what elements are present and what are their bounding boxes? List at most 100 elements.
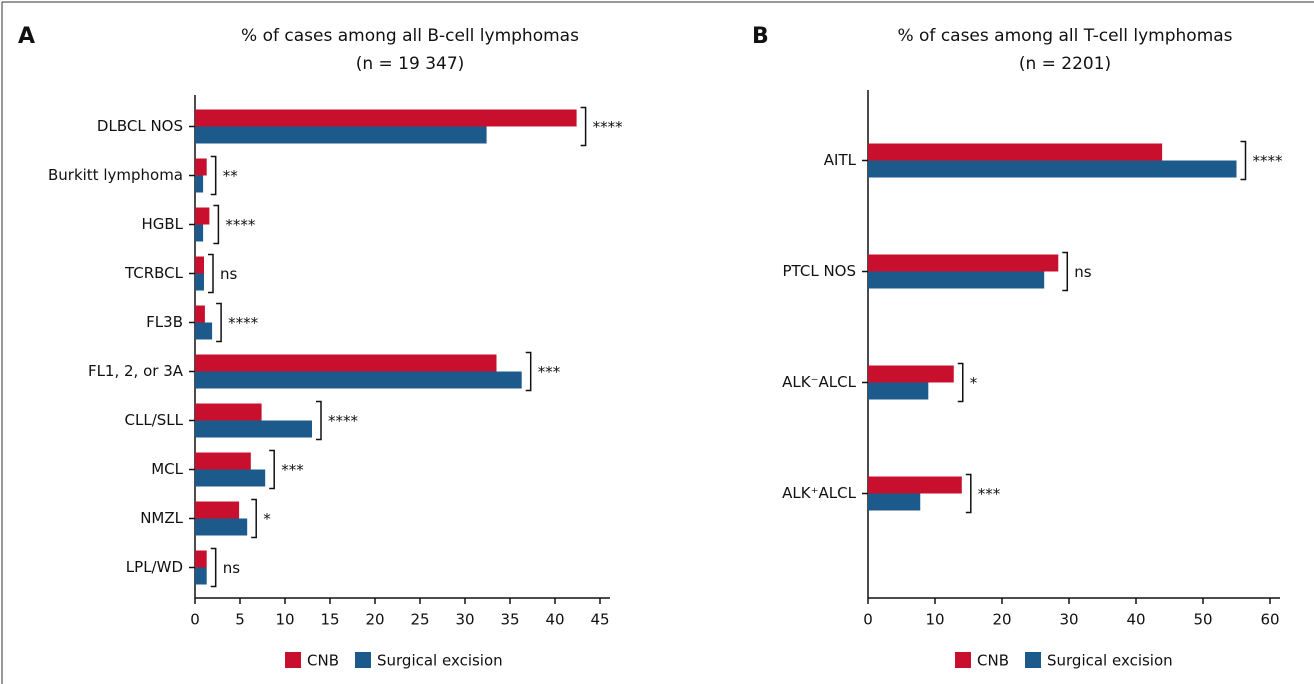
x-tick-label: 40 (545, 611, 564, 629)
legend-swatch (955, 652, 971, 668)
bar (195, 469, 266, 487)
significance-bracket (210, 547, 217, 588)
y-tick-label: FL1, 2, or 3A (88, 362, 184, 380)
significance-label: **** (593, 118, 624, 136)
significance-label: **** (328, 412, 359, 430)
chart-title: % of cases among all B-cell lymphomas (241, 26, 579, 46)
x-tick-label: 30 (1059, 611, 1078, 629)
bar (868, 476, 962, 494)
bar (195, 518, 248, 536)
significance-bracket (1062, 251, 1069, 292)
significance-label: **** (1253, 152, 1284, 170)
y-tick-label: HGBL (141, 215, 183, 233)
x-tick-label: 40 (1126, 611, 1145, 629)
significance-bracket (316, 400, 322, 441)
legend-swatch (355, 652, 371, 668)
significance-bracket (1240, 140, 1247, 181)
bar (195, 371, 522, 389)
x-tick-label: 0 (190, 611, 200, 629)
significance-bracket (957, 362, 964, 403)
significance-bracket (251, 498, 257, 539)
y-tick-label: CLL/SLL (125, 411, 184, 429)
x-tick-label: 15 (320, 611, 339, 629)
x-tick-label: 50 (1193, 611, 1212, 629)
significance-label: *** (538, 363, 561, 381)
x-tick-label: 0 (863, 611, 873, 629)
x-tick-label: 10 (275, 611, 294, 629)
legend-label: Surgical excision (377, 652, 503, 670)
bar (868, 271, 1045, 289)
significance-label: * (970, 374, 978, 392)
significance-label: ** (223, 167, 239, 185)
significance-bracket (216, 302, 222, 343)
x-tick-label: 45 (590, 611, 609, 629)
legend-label: CNB (307, 652, 339, 670)
bar (195, 354, 497, 372)
significance-bracket (580, 106, 587, 147)
x-tick-label: 10 (925, 611, 944, 629)
legend-label: Surgical excision (1047, 652, 1173, 670)
significance-bracket (210, 155, 217, 196)
y-tick-label: Burkitt lymphoma (48, 166, 183, 184)
bar (868, 254, 1059, 272)
bar (195, 109, 577, 127)
significance-bracket (965, 473, 972, 514)
panel-label: A (18, 24, 35, 49)
bar (195, 273, 204, 291)
bar (195, 322, 213, 340)
bar (195, 420, 312, 438)
bar (868, 493, 921, 511)
legend-swatch (1025, 652, 1041, 668)
bar (195, 256, 204, 274)
chart-title: % of cases among all T-cell lymphomas (897, 26, 1232, 46)
y-tick-label: LPL/WD (126, 558, 183, 576)
significance-bracket (213, 204, 220, 245)
significance-label: ns (1074, 263, 1092, 281)
legend-label: CNB (977, 652, 1009, 670)
bar (195, 126, 487, 144)
bar (195, 158, 207, 176)
chart-subtitle: (n = 2201) (1019, 54, 1111, 74)
significance-bracket (269, 449, 275, 490)
chart-subtitle: (n = 19 347) (356, 54, 465, 74)
x-tick-label: 60 (1260, 611, 1279, 629)
bar (195, 452, 251, 470)
significance-label: *** (281, 461, 304, 479)
x-tick-label: 25 (410, 611, 429, 629)
significance-bracket (208, 253, 214, 294)
x-tick-label: 5 (235, 611, 245, 629)
y-tick-label: ALK⁻ALCL (782, 373, 856, 391)
significance-label: **** (228, 314, 259, 332)
y-tick-label: PTCL NOS (783, 262, 856, 280)
y-tick-label: TCRBCL (124, 264, 184, 282)
y-tick-label: NMZL (140, 509, 183, 527)
bar (868, 382, 929, 400)
significance-label: ns (220, 265, 238, 283)
bar (868, 143, 1163, 161)
y-tick-label: ALK⁺ALCL (782, 484, 856, 502)
x-tick-label: 20 (365, 611, 384, 629)
significance-label: ns (223, 559, 241, 577)
significance-label: * (263, 510, 271, 528)
significance-label: **** (225, 216, 256, 234)
bar (195, 175, 204, 193)
bar (195, 501, 240, 519)
significance-label: *** (978, 485, 1001, 503)
significance-bracket (525, 351, 532, 392)
panel-label: B (752, 24, 769, 49)
bar (195, 207, 210, 225)
x-tick-label: 30 (455, 611, 474, 629)
bar (195, 305, 205, 323)
y-tick-label: DLBCL NOS (97, 117, 183, 135)
bar (868, 365, 954, 383)
bar (195, 550, 207, 568)
bar (195, 567, 207, 585)
x-tick-label: 35 (500, 611, 519, 629)
bar (195, 403, 262, 421)
y-tick-label: MCL (151, 460, 183, 478)
bar (868, 160, 1237, 178)
y-tick-label: FL3B (146, 313, 183, 331)
legend-swatch (285, 652, 301, 668)
y-tick-label: AITL (824, 151, 857, 169)
